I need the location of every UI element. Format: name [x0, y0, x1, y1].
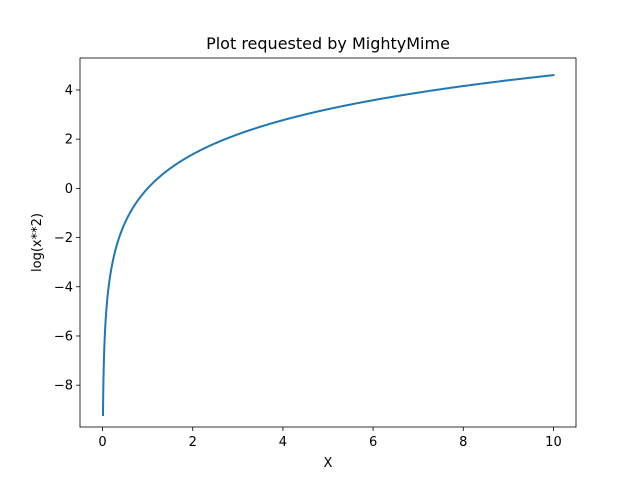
y-tick-label: 0 — [65, 182, 73, 197]
y-axis-ticks: −8 −6 −4 −2 0 2 4 — [54, 83, 80, 394]
y-tick-label: −6 — [54, 329, 73, 344]
series-layer — [102, 73, 555, 416]
y-axis-label: log(x**2) — [30, 213, 45, 272]
x-axis-label: X — [324, 456, 333, 471]
plot-area — [80, 58, 576, 427]
x-tick-label: 8 — [459, 435, 467, 450]
x-tick-label: 4 — [279, 435, 287, 450]
y-tick-label: −8 — [54, 379, 73, 394]
y-tick-label: −4 — [54, 280, 73, 295]
y-tick-label: 4 — [65, 83, 73, 98]
y-tick-label: 2 — [65, 133, 73, 148]
chart-title: Plot requested by MightyMime — [206, 34, 450, 53]
series-line — [102, 73, 555, 416]
x-tick-label: 6 — [369, 435, 377, 450]
y-tick-label: −2 — [54, 231, 73, 246]
plot-frame — [79, 57, 577, 428]
x-tick-label: 10 — [545, 435, 562, 450]
x-tick-label: 0 — [98, 435, 106, 450]
x-tick-label: 2 — [189, 435, 197, 450]
x-axis-ticks: 0 2 4 6 8 10 — [98, 427, 562, 450]
